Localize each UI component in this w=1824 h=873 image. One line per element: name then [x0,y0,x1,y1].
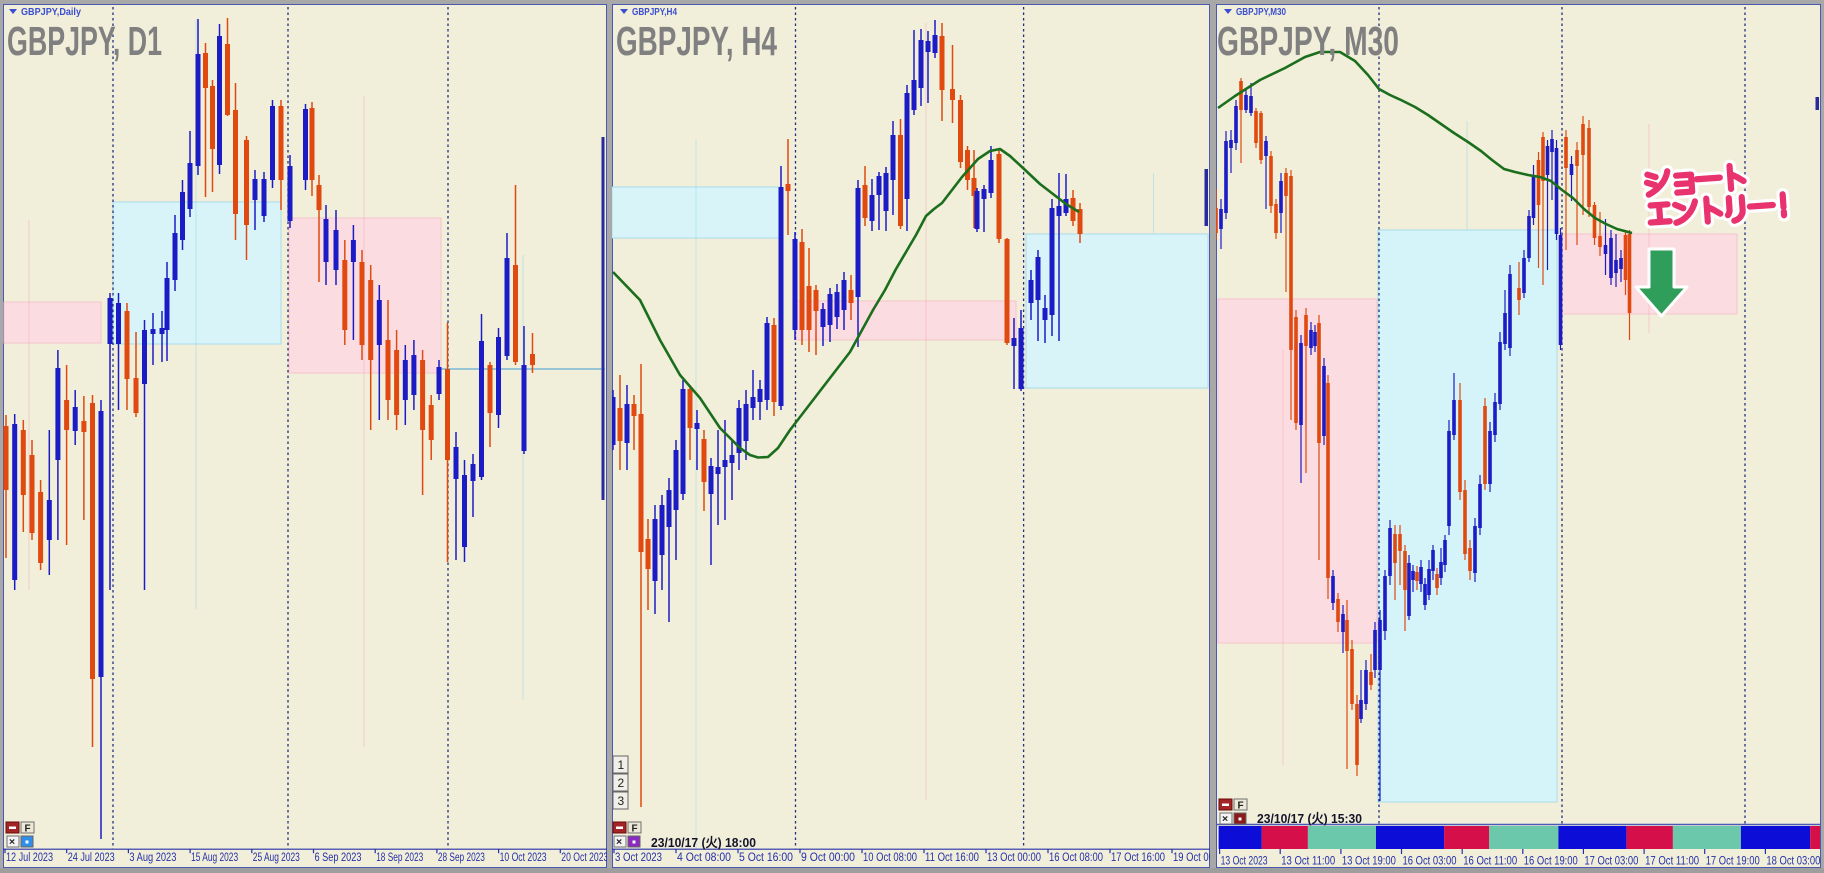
svg-text:6 Sep 2023: 6 Sep 2023 [315,852,362,864]
svg-text:13 Oct 19:00: 13 Oct 19:00 [1342,856,1396,868]
svg-text:11 Oct 16:00: 11 Oct 16:00 [925,852,979,864]
svg-text:18 Sep 2023: 18 Sep 2023 [376,852,423,864]
svg-text:5 Oct 16:00: 5 Oct 16:00 [739,852,793,864]
svg-text:20 Oct 2023: 20 Oct 2023 [561,852,608,864]
svg-text:F: F [632,824,638,835]
svg-text:23/10/17 (火) 18:00: 23/10/17 (火) 18:00 [651,835,756,850]
svg-text:17 Oct 11:00: 17 Oct 11:00 [1645,856,1699,868]
svg-text:3: 3 [618,794,625,808]
svg-text:12 Jul 2023: 12 Jul 2023 [6,852,53,864]
svg-text:15 Aug 2023: 15 Aug 2023 [191,852,238,864]
svg-text:18 Oct 03:00: 18 Oct 03:00 [1766,856,1820,868]
svg-text:16 Oct 19:00: 16 Oct 19:00 [1524,856,1578,868]
svg-text:17 Oct 19:00: 17 Oct 19:00 [1706,856,1760,868]
svg-text:13 Oct 11:00: 13 Oct 11:00 [1281,856,1335,868]
svg-text:16 Oct 11:00: 16 Oct 11:00 [1463,856,1517,868]
svg-text:19 Oct 00:00: 19 Oct 00:00 [1173,852,1227,864]
svg-text:10 Oct 08:00: 10 Oct 08:00 [863,852,917,864]
svg-text:25 Aug 2023: 25 Aug 2023 [253,852,300,864]
svg-text:13 Oct 2023: 13 Oct 2023 [1221,856,1268,868]
svg-text:3 Oct 2023: 3 Oct 2023 [615,852,662,864]
svg-text:GBPJPY,Daily: GBPJPY,Daily [21,6,81,18]
svg-text:9 Oct 00:00: 9 Oct 00:00 [801,852,855,864]
svg-text:×: × [9,836,15,848]
svg-text:28 Sep 2023: 28 Sep 2023 [438,852,485,864]
svg-text:13 Oct 00:00: 13 Oct 00:00 [987,852,1041,864]
svg-text:4 Oct 08:00: 4 Oct 08:00 [677,852,731,864]
svg-text:×: × [1222,813,1228,825]
svg-text:16 Oct 03:00: 16 Oct 03:00 [1403,856,1457,868]
svg-text:3 Aug 2023: 3 Aug 2023 [129,852,176,864]
svg-text:F: F [1238,801,1244,812]
svg-text:×: × [616,836,622,848]
svg-text:17 Oct 03:00: 17 Oct 03:00 [1584,856,1638,868]
svg-text:GBPJPY, H4: GBPJPY, H4 [616,18,777,64]
svg-text:F: F [25,824,31,835]
svg-text:GBPJPY,M30: GBPJPY,M30 [1236,6,1286,18]
svg-text:16 Oct 08:00: 16 Oct 08:00 [1049,852,1103,864]
svg-text:1: 1 [618,758,625,772]
svg-text:17 Oct 16:00: 17 Oct 16:00 [1111,852,1165,864]
svg-text:2: 2 [618,776,625,790]
svg-text:23/10/17 (火) 15:30: 23/10/17 (火) 15:30 [1257,811,1362,826]
svg-text:GBPJPY, D1: GBPJPY, D1 [7,18,162,64]
svg-text:24 Jul 2023: 24 Jul 2023 [68,852,115,864]
svg-text:GBPJPY, M30: GBPJPY, M30 [1217,18,1399,64]
svg-text:GBPJPY,H4: GBPJPY,H4 [632,6,677,18]
svg-text:10 Oct 2023: 10 Oct 2023 [500,852,547,864]
